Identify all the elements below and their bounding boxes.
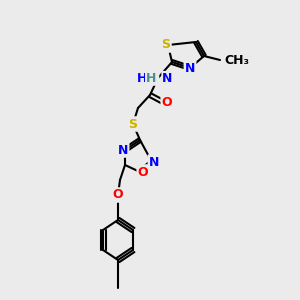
- Text: S: S: [128, 118, 137, 130]
- Text: O: O: [113, 188, 123, 202]
- Text: O: O: [138, 166, 148, 178]
- Text: H: H: [146, 71, 156, 85]
- Text: S: S: [161, 38, 170, 52]
- Text: N: N: [118, 143, 128, 157]
- Text: N: N: [149, 155, 159, 169]
- Text: CH₃: CH₃: [224, 53, 249, 67]
- Text: N: N: [162, 71, 172, 85]
- Text: O: O: [162, 97, 172, 110]
- Text: HN: HN: [137, 71, 158, 85]
- Text: N: N: [185, 61, 195, 74]
